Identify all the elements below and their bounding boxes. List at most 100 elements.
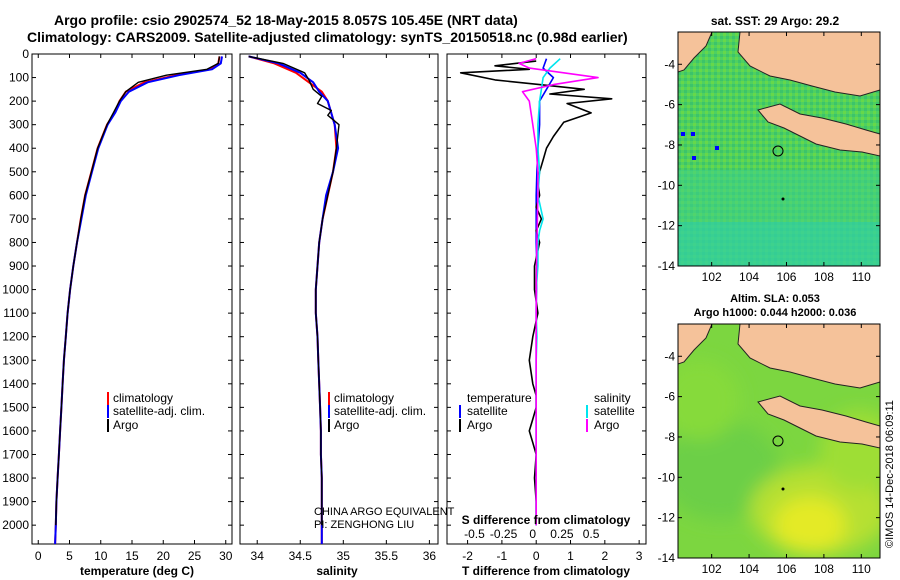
x-tick-label: 36 bbox=[423, 549, 437, 563]
map-frame bbox=[677, 323, 881, 559]
temperature-panel: 0100200300400500600700800900100011001200… bbox=[2, 47, 232, 578]
island-marker bbox=[781, 197, 785, 201]
difference-panel: -2 -1 0 1 2 3 T difference from climatology S… bbox=[447, 53, 646, 578]
institution-label: CHINA ARGO EQUIVALENT bbox=[314, 506, 455, 518]
blue-pixel bbox=[692, 156, 696, 160]
legend-heading-temperature: temperature bbox=[467, 391, 532, 405]
s-tick-label: 0 bbox=[529, 527, 536, 541]
sla-map-title: Altim. SLA: 0.053 bbox=[730, 293, 820, 305]
temperature-xlabel: temperature (deg C) bbox=[80, 564, 194, 578]
island-marker bbox=[781, 487, 785, 491]
s-tick-label: 0.5 bbox=[583, 527, 600, 541]
series-argo bbox=[55, 56, 221, 526]
float-marker bbox=[772, 145, 784, 157]
y-tick-label: 1900 bbox=[2, 495, 29, 509]
map-y-tick-label: -12 bbox=[658, 219, 676, 233]
legend-label-satellite: satellite-adj. clim. bbox=[334, 404, 426, 418]
sla-map-subtitle: Argo h1000: 0.044 h2000: 0.036 bbox=[694, 307, 857, 319]
x-tick-label: -2 bbox=[462, 549, 473, 563]
s-difference-xlabel: S difference from climatology bbox=[462, 513, 631, 527]
legend-label-climatology: climatology bbox=[334, 391, 394, 405]
sst-map-title: sat. SST: 29 Argo: 29.2 bbox=[711, 14, 840, 28]
series-temperature-argo bbox=[459, 60, 613, 526]
map-y-tick-label: -10 bbox=[658, 178, 676, 192]
y-tick-label: 700 bbox=[9, 212, 29, 226]
s-tick-label: -0.25 bbox=[490, 527, 518, 541]
y-tick-label: 0 bbox=[22, 47, 29, 61]
x-tick-label: -1 bbox=[497, 549, 508, 563]
y-tick-label: 900 bbox=[9, 259, 29, 273]
map-x-tick-label: 108 bbox=[814, 270, 834, 284]
sla-blob bbox=[678, 360, 740, 440]
series-salinity-argo bbox=[518, 57, 599, 526]
x-tick-label: 1 bbox=[567, 549, 574, 563]
land-sumatra-west bbox=[678, 32, 713, 73]
temperature-diff-legend: temperature satellite Argo bbox=[459, 391, 532, 432]
x-tick-label: 15 bbox=[125, 549, 139, 563]
y-tick-label: 1400 bbox=[2, 377, 29, 391]
map-y-tick-label: -4 bbox=[664, 57, 675, 71]
y-tick-label: 1300 bbox=[2, 353, 29, 367]
series-climatology bbox=[248, 55, 338, 544]
float-marker bbox=[772, 435, 784, 447]
series-temperature-satellite bbox=[535, 58, 555, 526]
series-satellite-adj-clim- bbox=[54, 56, 223, 545]
header-title: Argo profile: csio 2902574_52 18-May-201… bbox=[54, 12, 518, 28]
map-y-tick-label: -12 bbox=[658, 511, 676, 525]
legend-label-satellite: satellite-adj. clim. bbox=[113, 404, 205, 418]
map-x-tick-label: 106 bbox=[776, 270, 796, 284]
salinity-xlabel: salinity bbox=[316, 564, 358, 578]
land-sumatra-west bbox=[678, 324, 713, 365]
sst-map: sat. SST: 29 Argo: 29.2 102 104 106 108 110 -… bbox=[658, 14, 881, 284]
salinity-diff-legend: salinity satellite Argo bbox=[586, 391, 635, 432]
legend-label-climatology: climatology bbox=[113, 391, 173, 405]
plot-frame-sal bbox=[239, 53, 439, 545]
t-difference-xlabel: T difference from climatology bbox=[462, 564, 630, 578]
legend-label-temp-argo: Argo bbox=[467, 418, 493, 432]
y-tick-label: 400 bbox=[9, 141, 29, 155]
legend-label-temp-satellite: satellite bbox=[467, 404, 508, 418]
legend-heading-salinity: salinity bbox=[594, 391, 631, 405]
y-tick-label: 500 bbox=[9, 165, 29, 179]
y-tick-label: 1200 bbox=[2, 330, 29, 344]
x-tick-label: 10 bbox=[94, 549, 108, 563]
series-satellite-adj-clim- bbox=[248, 55, 340, 544]
map-x-tick-label: 108 bbox=[814, 562, 834, 576]
header-subtitle: Climatology: CARS2009. Satellite-adjuste… bbox=[27, 29, 628, 45]
x-tick-label: 20 bbox=[157, 549, 171, 563]
land-sumatra-borneo bbox=[737, 324, 880, 389]
map-x-tick-label: 106 bbox=[776, 562, 796, 576]
y-tick-label: 1500 bbox=[2, 400, 29, 414]
x-tick-label: 3 bbox=[636, 549, 643, 563]
sst-field-deep bbox=[678, 222, 880, 266]
temperature-legend: climatology satellite-adj. clim. Argo bbox=[107, 391, 205, 432]
sla-high-blob bbox=[774, 497, 846, 553]
y-tick-label: 1600 bbox=[2, 424, 29, 438]
y-tick-label: 1000 bbox=[2, 283, 29, 297]
y-tick-label: 1100 bbox=[3, 306, 29, 320]
legend-label-sal-argo: Argo bbox=[594, 418, 620, 432]
x-tick-label: 0 bbox=[533, 549, 540, 563]
x-tick-label: 34 bbox=[251, 549, 265, 563]
legend-label-sal-satellite: satellite bbox=[594, 404, 635, 418]
pi-label: PI: ZENGHONG LIU bbox=[314, 519, 414, 531]
plot-frame-diff bbox=[446, 53, 647, 545]
land-java bbox=[757, 395, 880, 449]
y-tick-label: 200 bbox=[9, 94, 29, 108]
map-frame bbox=[677, 31, 881, 267]
map-y-tick-label: -14 bbox=[658, 551, 676, 565]
blue-pixel bbox=[691, 132, 695, 136]
map-y-tick-label: -14 bbox=[658, 259, 676, 273]
s-difference-ticks: -0.5 -0.25 0 0.25 0.5 bbox=[464, 527, 600, 541]
map-x-tick-label: 110 bbox=[852, 270, 871, 284]
map-y-tick-label: -10 bbox=[658, 470, 676, 484]
y-tick-label: 1800 bbox=[2, 471, 29, 485]
y-tick-label: 800 bbox=[9, 235, 29, 249]
map-x-tick-label: 102 bbox=[702, 270, 722, 284]
map-y-tick-label: -4 bbox=[664, 349, 675, 363]
x-tick-label: 25 bbox=[188, 549, 202, 563]
land-java bbox=[757, 103, 880, 157]
x-tick-label: 30 bbox=[219, 549, 233, 563]
y-tick-label: 2000 bbox=[2, 518, 29, 532]
